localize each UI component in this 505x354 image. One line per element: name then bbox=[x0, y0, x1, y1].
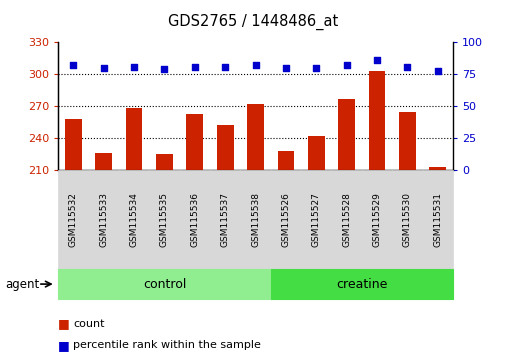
Bar bbox=[156, 154, 173, 170]
Bar bbox=[429, 167, 445, 170]
Bar bbox=[247, 104, 264, 170]
Text: GSM115531: GSM115531 bbox=[432, 192, 441, 247]
Text: GSM115536: GSM115536 bbox=[190, 192, 199, 247]
Text: GSM115535: GSM115535 bbox=[160, 192, 169, 247]
Point bbox=[69, 63, 77, 68]
Text: GSM115527: GSM115527 bbox=[311, 192, 320, 247]
Text: GSM115534: GSM115534 bbox=[129, 192, 138, 247]
Text: GSM115533: GSM115533 bbox=[99, 192, 108, 247]
Text: agent: agent bbox=[5, 278, 39, 291]
Text: GSM115528: GSM115528 bbox=[341, 192, 350, 247]
Text: ■: ■ bbox=[58, 339, 70, 352]
Point bbox=[402, 64, 411, 69]
Text: percentile rank within the sample: percentile rank within the sample bbox=[73, 340, 261, 350]
Bar bbox=[95, 153, 112, 170]
Bar bbox=[368, 71, 385, 170]
Text: creatine: creatine bbox=[335, 278, 387, 291]
Point bbox=[372, 57, 380, 63]
Point bbox=[190, 64, 198, 69]
Text: count: count bbox=[73, 319, 105, 329]
Text: GSM115537: GSM115537 bbox=[220, 192, 229, 247]
Point bbox=[99, 65, 108, 71]
Text: GDS2765 / 1448486_at: GDS2765 / 1448486_at bbox=[168, 14, 337, 30]
Point bbox=[281, 65, 289, 71]
Point bbox=[312, 65, 320, 71]
Bar bbox=[186, 114, 203, 170]
Text: GSM115529: GSM115529 bbox=[372, 192, 381, 247]
Text: GSM115530: GSM115530 bbox=[402, 192, 411, 247]
Point bbox=[342, 63, 350, 68]
Point bbox=[130, 64, 138, 69]
Bar bbox=[337, 99, 355, 170]
Point bbox=[433, 68, 441, 73]
Point bbox=[160, 67, 168, 72]
Point bbox=[251, 63, 259, 68]
Bar bbox=[217, 125, 233, 170]
Bar bbox=[65, 119, 82, 170]
Point bbox=[221, 64, 229, 69]
Text: GSM115532: GSM115532 bbox=[69, 192, 78, 247]
Text: ■: ■ bbox=[58, 318, 70, 330]
Bar bbox=[307, 136, 324, 170]
Text: GSM115538: GSM115538 bbox=[250, 192, 260, 247]
Bar bbox=[398, 112, 415, 170]
Bar bbox=[126, 108, 142, 170]
Text: GSM115526: GSM115526 bbox=[281, 192, 290, 247]
Text: control: control bbox=[142, 278, 186, 291]
Bar bbox=[277, 151, 294, 170]
